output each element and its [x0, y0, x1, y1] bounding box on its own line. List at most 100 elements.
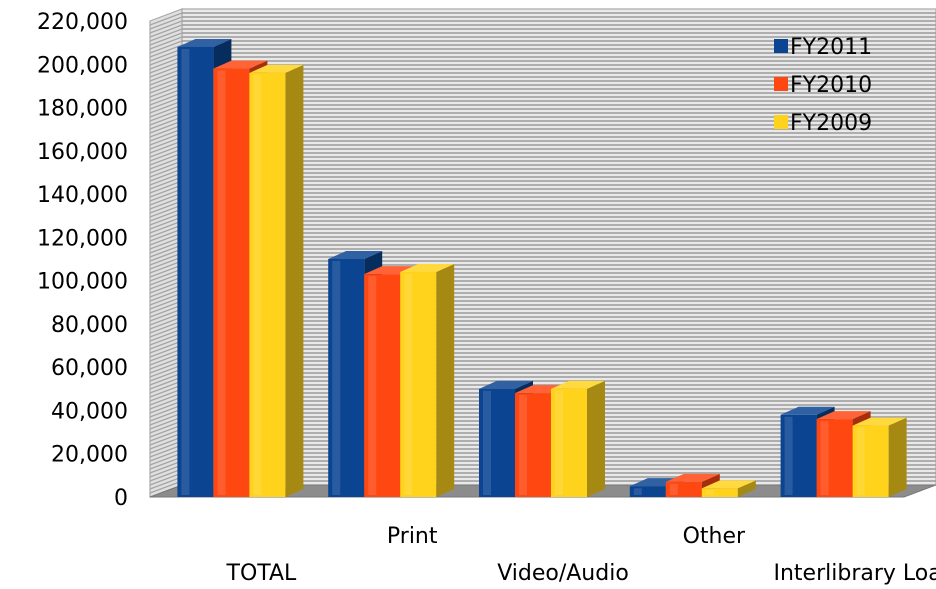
bar-FY2009-Video/Audio	[551, 380, 605, 497]
legend-swatch	[774, 39, 788, 53]
side-stripe	[149, 260, 183, 274]
bars-group	[177, 38, 907, 498]
bar-top	[249, 64, 304, 73]
side-stripe	[149, 316, 183, 330]
bar-highlight	[404, 273, 413, 495]
bar-highlight	[820, 421, 829, 495]
side-stripe	[149, 36, 183, 50]
side-stripe	[149, 452, 183, 466]
y-tick-label: 200,000	[37, 53, 128, 78]
bar-highlight	[519, 395, 527, 495]
y-tick-label: 180,000	[37, 97, 128, 122]
side-stripe	[149, 464, 183, 478]
side-stripe	[149, 304, 183, 318]
bar-front	[328, 259, 365, 497]
side-stripe	[149, 348, 183, 362]
bar-side	[737, 480, 756, 497]
bar-highlight	[555, 390, 563, 495]
side-stripe	[149, 456, 183, 470]
bar-front	[177, 46, 214, 498]
category-label: TOTAL	[226, 561, 298, 586]
side-stripe	[149, 432, 183, 446]
bar-highlight	[217, 70, 226, 495]
side-stripe	[149, 80, 183, 94]
bar-top	[400, 263, 455, 272]
side-stripe	[149, 364, 183, 378]
bar-FY2009-Print	[400, 263, 455, 497]
bar-top	[816, 411, 871, 420]
bar-top	[665, 473, 720, 482]
side-stripe	[149, 40, 183, 54]
side-stripe	[149, 372, 183, 386]
bar-side	[888, 417, 907, 497]
side-stripe	[149, 344, 183, 358]
category-label: Other	[683, 524, 746, 549]
side-stripe	[149, 160, 183, 174]
legend-swatch	[774, 77, 788, 91]
side-stripe	[149, 412, 183, 426]
side-stripe	[149, 200, 183, 214]
side-stripe	[149, 144, 183, 158]
side-stripe	[149, 476, 183, 490]
bar-side	[587, 380, 605, 497]
side-stripe	[149, 132, 183, 146]
side-stripe	[149, 116, 183, 130]
side-stripe	[149, 352, 183, 366]
side-stripe	[149, 196, 183, 210]
bar-front	[780, 414, 817, 497]
side-stripe	[149, 220, 183, 234]
side-stripe	[149, 312, 183, 326]
side-stripe	[149, 324, 183, 338]
side-stripe	[149, 112, 183, 126]
side-stripe	[149, 180, 183, 194]
side-stripe	[149, 216, 183, 230]
side-stripe	[149, 396, 183, 410]
bar-FY2009-Interlibrary Loan	[852, 417, 907, 497]
y-tick-label: 100,000	[37, 270, 128, 295]
side-stripe	[149, 60, 183, 74]
side-stripe	[149, 428, 183, 442]
side-stripe	[149, 28, 183, 42]
side-stripe	[149, 192, 183, 206]
bar-front	[479, 388, 515, 497]
side-stripe	[149, 168, 183, 182]
side-stripe	[149, 384, 183, 398]
side-stripe	[149, 24, 183, 38]
bar-front	[701, 488, 738, 497]
side-stripe	[149, 44, 183, 58]
side-stripe	[149, 392, 183, 406]
side-stripe	[149, 244, 183, 258]
bar-front	[249, 72, 286, 497]
bar-front	[213, 68, 250, 497]
side-stripe	[149, 84, 183, 98]
bar-top	[852, 417, 907, 426]
side-stripe	[149, 356, 183, 370]
x-axis-categories: TOTAL Print Video/Audio Other Interlibrary L…	[226, 524, 936, 586]
side-stripe	[149, 156, 183, 170]
side-stripe	[149, 460, 183, 474]
side-stripe	[149, 264, 183, 278]
bar-highlight	[332, 261, 341, 495]
legend-label: FY2009	[790, 111, 872, 136]
side-stripe	[149, 336, 183, 350]
side-stripe	[149, 256, 183, 270]
bar-highlight	[633, 488, 642, 495]
side-stripe	[149, 268, 183, 282]
side-stripe	[149, 128, 183, 142]
side-stripe	[149, 56, 183, 70]
side-stripe	[149, 448, 183, 462]
side-stripe	[149, 76, 183, 90]
side-stripe	[149, 416, 183, 430]
side-stripe	[149, 404, 183, 418]
side-stripe	[149, 288, 183, 302]
category-label: Print	[387, 524, 438, 549]
side-stripe	[149, 208, 183, 222]
legend-label: FY2010	[790, 73, 872, 98]
side-stripe	[149, 92, 183, 106]
bar-front	[364, 274, 401, 497]
side-stripe	[149, 408, 183, 422]
side-stripe	[149, 224, 183, 238]
side-stripe	[149, 64, 183, 78]
bar-top	[177, 38, 232, 47]
bar-front	[551, 388, 587, 497]
